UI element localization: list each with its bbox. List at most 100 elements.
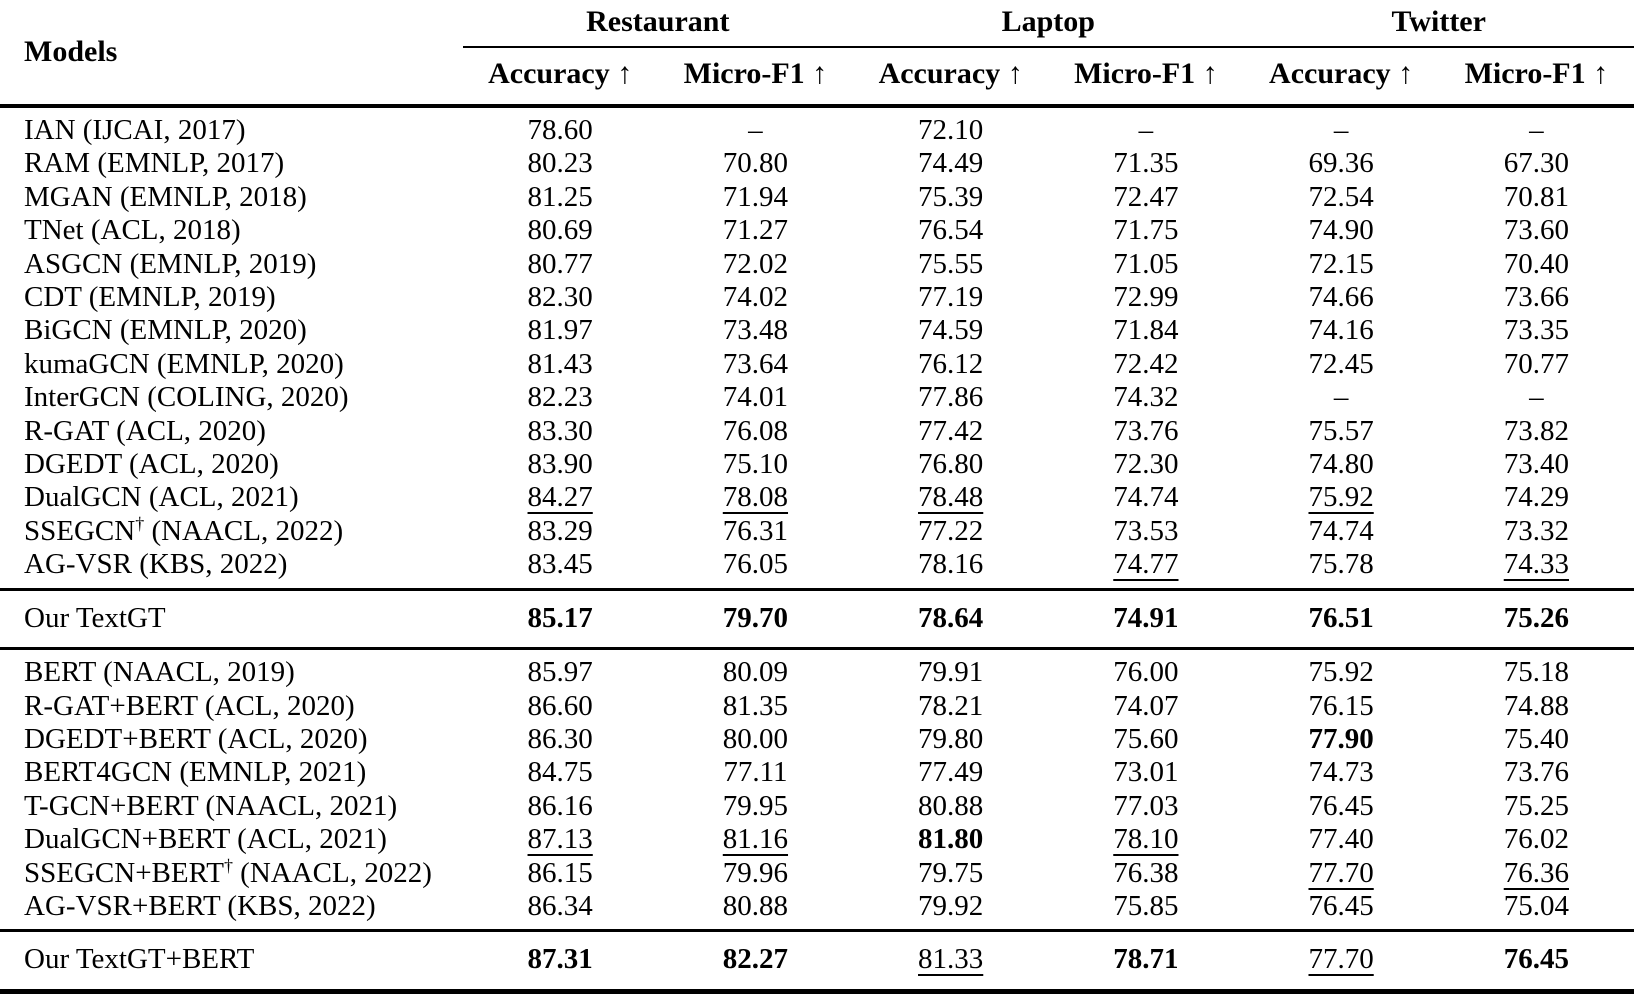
metric-header-restaurant-accuracy: Accuracy ↑ (488, 57, 633, 90)
metric-value: 84.27 (527, 481, 593, 514)
metric-value: 75.04 (1503, 889, 1569, 922)
metric-value: 73.35 (1503, 314, 1569, 347)
dagger-mark: † (135, 513, 145, 534)
metric-value: 70.40 (1503, 247, 1569, 280)
model-name: DualGCN+BERT (ACL, 2021) (24, 823, 387, 856)
table-row: IAN (IJCAI, 2017) 78.60 – 72.10 – – – (0, 106, 1634, 147)
metric-value: 78.21 (918, 689, 984, 722)
metric-value: 77.03 (1113, 789, 1179, 822)
section-our-textgt: Our TextGT 85.17 79.70 78.64 74.91 76.51 75.26 (0, 589, 1634, 649)
metric-value: 75.25 (1503, 789, 1569, 822)
metric-value: 78.10 (1113, 823, 1179, 856)
metric-value: 72.42 (1113, 347, 1179, 380)
dagger-mark: † (223, 854, 233, 875)
table-row: Our TextGT 85.17 79.70 78.64 74.91 76.51 75.26 (0, 589, 1634, 648)
metric-value: 83.90 (527, 448, 593, 481)
metric-value: 77.42 (918, 414, 984, 447)
table-row: DualGCN+BERT (ACL, 2021) 87.13 81.16 81.80 7… (0, 823, 1634, 856)
metric-value: 76.36 (1503, 856, 1569, 889)
metric-value: 79.96 (722, 856, 789, 889)
metric-value: 74.90 (1308, 214, 1374, 247)
group-header-restaurant: Restaurant (462, 0, 854, 48)
metric-value: 73.64 (722, 347, 789, 380)
metric-value: 74.49 (918, 147, 984, 180)
metric-value: 86.34 (527, 889, 593, 922)
metric-value: 73.48 (722, 314, 789, 347)
metric-header-twitter-microf1: Micro-F1 ↑ (1464, 57, 1609, 90)
metric-value: – (1333, 381, 1349, 414)
model-name: kumaGCN (EMNLP, 2020) (24, 347, 344, 380)
metric-value: 86.30 (527, 722, 593, 755)
metric-value: 75.57 (1308, 414, 1374, 447)
metric-value: 76.00 (1113, 656, 1179, 689)
table-row: R-GAT+BERT (ACL, 2020) 86.60 81.35 78.21 74.… (0, 690, 1634, 723)
table-row: SSEGCN+BERT† (NAACL, 2022) 86.15 79.96 79.7… (0, 854, 1634, 890)
metric-value: 74.91 (1113, 601, 1179, 634)
metric-value: 73.76 (1113, 414, 1179, 447)
metric-value: 77.49 (918, 756, 984, 789)
model-name: SSEGCN+BERT† (NAACL, 2022) (24, 854, 432, 889)
metric-header-laptop-microf1: Micro-F1 ↑ (1074, 57, 1218, 90)
model-name: CDT (EMNLP, 2019) (24, 281, 276, 314)
metric-value: 78.71 (1113, 943, 1179, 976)
metric-value: 73.40 (1503, 448, 1569, 481)
metric-value: 74.88 (1503, 689, 1569, 722)
metric-value: 71.35 (1113, 147, 1179, 180)
metric-value: 80.88 (722, 889, 789, 922)
table-row: BERT4GCN (EMNLP, 2021) 84.75 77.11 77.49 73.… (0, 756, 1634, 789)
metric-value: 81.35 (722, 689, 789, 722)
metric-value: 74.59 (918, 314, 984, 347)
metric-value: 77.86 (918, 381, 984, 414)
metric-value: 75.40 (1503, 722, 1569, 755)
metric-value: 75.55 (918, 247, 984, 280)
table-row: Our TextGT+BERT 87.31 82.27 81.33 78.71 77.70… (0, 931, 1634, 991)
metric-value: – (1529, 381, 1544, 414)
model-name: TNet (ACL, 2018) (24, 214, 241, 247)
table-row: R-GAT (ACL, 2020) 83.30 76.08 77.42 73.76 75.… (0, 415, 1634, 448)
metric-value: 72.10 (918, 114, 984, 146)
metric-value: 76.12 (918, 347, 984, 380)
model-name: InterGCN (COLING, 2020) (24, 381, 349, 414)
metric-header-restaurant-microf1: Micro-F1 ↑ (683, 57, 828, 90)
metric-value: – (748, 114, 763, 146)
metric-header-laptop-accuracy: Accuracy ↑ (878, 57, 1023, 90)
metric-value: 83.45 (527, 548, 593, 581)
metric-value: 76.45 (1503, 943, 1569, 976)
model-name: BiGCN (EMNLP, 2020) (24, 314, 307, 347)
metric-value: 72.15 (1308, 247, 1374, 280)
metric-value: 71.75 (1113, 214, 1179, 247)
metric-value: 81.80 (918, 823, 984, 856)
metric-value: 78.60 (527, 114, 593, 146)
table-row: BERT (NAACL, 2019) 85.97 80.09 79.91 76.00 75… (0, 649, 1634, 690)
metric-value: 75.60 (1113, 722, 1179, 755)
metric-value: 76.05 (722, 548, 789, 581)
metric-value: 67.30 (1503, 147, 1569, 180)
metric-value: 76.45 (1308, 789, 1374, 822)
metric-value: 76.08 (722, 414, 789, 447)
metric-value: 79.70 (722, 601, 789, 634)
metric-value: 85.17 (527, 601, 593, 634)
group-header-laptop: Laptop (853, 0, 1244, 48)
metric-value: – (1138, 114, 1154, 146)
metric-value: 80.00 (722, 722, 789, 755)
model-name: BERT (NAACL, 2019) (24, 656, 295, 689)
metric-value: 75.92 (1308, 481, 1374, 514)
metric-value: 72.99 (1113, 281, 1179, 314)
metric-value: 70.77 (1503, 347, 1569, 380)
metric-value: 72.47 (1113, 180, 1179, 213)
metric-value: 75.85 (1113, 889, 1179, 922)
table-row: kumaGCN (EMNLP, 2020) 81.43 73.64 76.12 72.4… (0, 348, 1634, 381)
metric-value: 80.88 (918, 789, 984, 822)
metric-value: 81.25 (527, 180, 593, 213)
table-row: T-GCN+BERT (NAACL, 2021) 86.16 79.95 80.88 7… (0, 790, 1634, 823)
model-name: DGEDT (ACL, 2020) (24, 448, 279, 481)
model-name: IAN (IJCAI, 2017) (24, 114, 246, 146)
metric-value: 75.92 (1308, 656, 1374, 689)
group-header-row: Models Restaurant Laptop Twitter (0, 0, 1634, 68)
table-row: ASGCN (EMNLP, 2019) 80.77 72.02 75.55 71.05 7… (0, 248, 1634, 281)
model-name: DualGCN (ACL, 2021) (24, 481, 299, 514)
metric-value: 83.29 (527, 514, 593, 547)
model-name: ASGCN (EMNLP, 2019) (24, 247, 317, 280)
metric-value: 77.40 (1308, 823, 1374, 856)
table-row: DualGCN (ACL, 2021) 84.27 78.08 78.48 74.74 7… (0, 481, 1634, 514)
